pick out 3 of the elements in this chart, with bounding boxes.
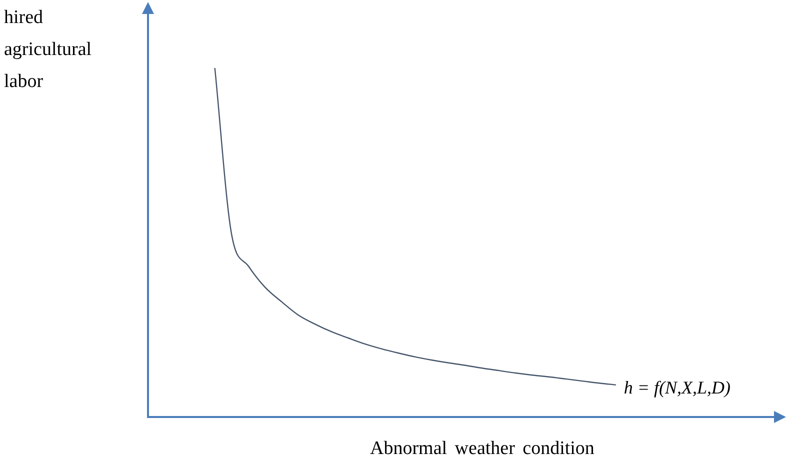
y-axis-title: hired agricultural labor bbox=[4, 6, 93, 94]
x-axis-title: Abnormal weather condition bbox=[370, 438, 594, 460]
series-label: h = f(N,X,L,D) bbox=[624, 378, 731, 398]
